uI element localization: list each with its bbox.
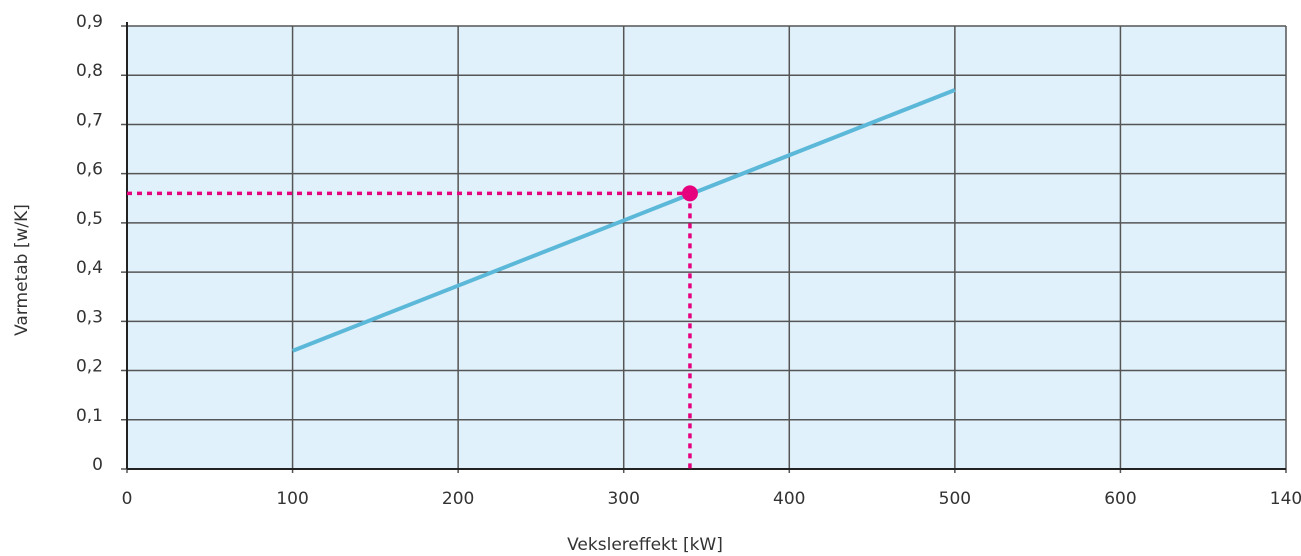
x-axis-label: Vekslereffekt [kW] bbox=[567, 535, 723, 555]
y-tick-label: 0,6 bbox=[76, 160, 103, 180]
x-tick-label: 140 bbox=[1270, 489, 1301, 509]
x-tick-label: 400 bbox=[773, 489, 805, 509]
x-tick-label: 300 bbox=[607, 489, 639, 509]
x-tick-label: 0 bbox=[122, 489, 133, 509]
plot-area bbox=[127, 26, 1286, 469]
y-tick-label: 0,1 bbox=[76, 406, 103, 426]
marker-point bbox=[681, 185, 698, 202]
y-tick-label: 0,8 bbox=[76, 61, 103, 81]
y-tick-label: 0,3 bbox=[76, 307, 103, 327]
y-tick-label: 0,4 bbox=[76, 258, 103, 278]
y-tick-label: 0,5 bbox=[76, 209, 103, 229]
y-tick-label: 0,7 bbox=[76, 110, 103, 130]
x-tick-label: 100 bbox=[276, 489, 308, 509]
x-tick-label: 600 bbox=[1104, 489, 1136, 509]
y-tick-label: 0,2 bbox=[76, 357, 103, 377]
x-tick-label: 200 bbox=[442, 489, 474, 509]
y-tick-label: 0,9 bbox=[76, 12, 103, 32]
y-tick-label: 0 bbox=[92, 455, 103, 475]
x-tick-label: 500 bbox=[939, 489, 971, 509]
series-line bbox=[291, 88, 956, 353]
y-axis-label: Varmetab [w/K] bbox=[12, 204, 32, 336]
